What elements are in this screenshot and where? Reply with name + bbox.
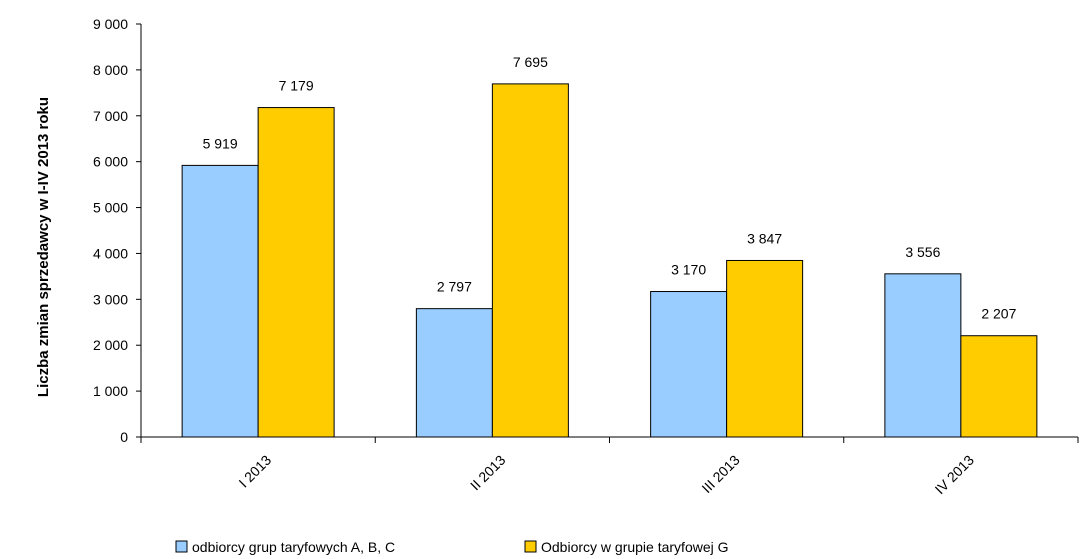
legend-label: odbiorcy grup taryfowych A, B, C: [192, 539, 395, 555]
bar-abc-2: [650, 291, 728, 438]
y-axis-label: Liczba zmian sprzedawcy w I-IV 2013 roku: [35, 97, 52, 397]
bar-abc-3: [884, 273, 962, 438]
bar-abc-0: [181, 164, 259, 438]
y-axis-ticks: 0 1 000 2 000 3 000 4 000 5 000 6 000 7 000 8 00…: [93, 16, 141, 445]
y-tick-label: 5 000: [93, 200, 128, 216]
data-label: 3 170: [671, 262, 706, 278]
y-tick-label: 2 000: [93, 337, 128, 353]
y-tick-label: 0: [120, 429, 128, 445]
bar-g-1: [491, 83, 569, 438]
x-axis-ticks: I 2013 II 2013 III 2013 IV 2013: [140, 437, 1079, 498]
bars: [181, 83, 1038, 438]
bar-abc-1: [415, 308, 493, 438]
bar-g-0: [257, 107, 335, 438]
y-tick-label: 1 000: [93, 383, 128, 399]
x-tick-label: II 2013: [467, 452, 509, 494]
data-labels: 5 919 7 179 2 797 7 695 3 170 3 847 3 556 2 207: [203, 54, 1017, 322]
x-tick-label: I 2013: [235, 452, 274, 491]
legend: odbiorcy grup taryfowych A, B, C Odbiorcy…: [175, 539, 729, 555]
data-label: 2 207: [981, 306, 1016, 322]
y-tick-label: 3 000: [93, 291, 128, 307]
y-tick-label: 7 000: [93, 108, 128, 124]
data-label: 5 919: [203, 135, 238, 151]
bar-g-2: [726, 259, 804, 438]
data-label: 7 695: [513, 54, 548, 70]
data-label: 2 797: [437, 279, 472, 295]
y-tick-label: 9 000: [93, 16, 128, 32]
data-label: 7 179: [279, 78, 314, 94]
data-label: 3 556: [905, 244, 940, 260]
y-tick-label: 6 000: [93, 154, 128, 170]
x-tick-label: IV 2013: [932, 452, 978, 498]
y-tick-label: 8 000: [93, 62, 128, 78]
legend-swatch: [175, 540, 188, 553]
bar-g-3: [960, 335, 1038, 438]
legend-label: Odbiorcy w grupie taryfowej G: [541, 539, 729, 555]
data-label: 3 847: [747, 230, 782, 246]
legend-swatch: [524, 540, 537, 553]
y-tick-label: 4 000: [93, 245, 128, 261]
x-tick-label: III 2013: [698, 452, 742, 496]
